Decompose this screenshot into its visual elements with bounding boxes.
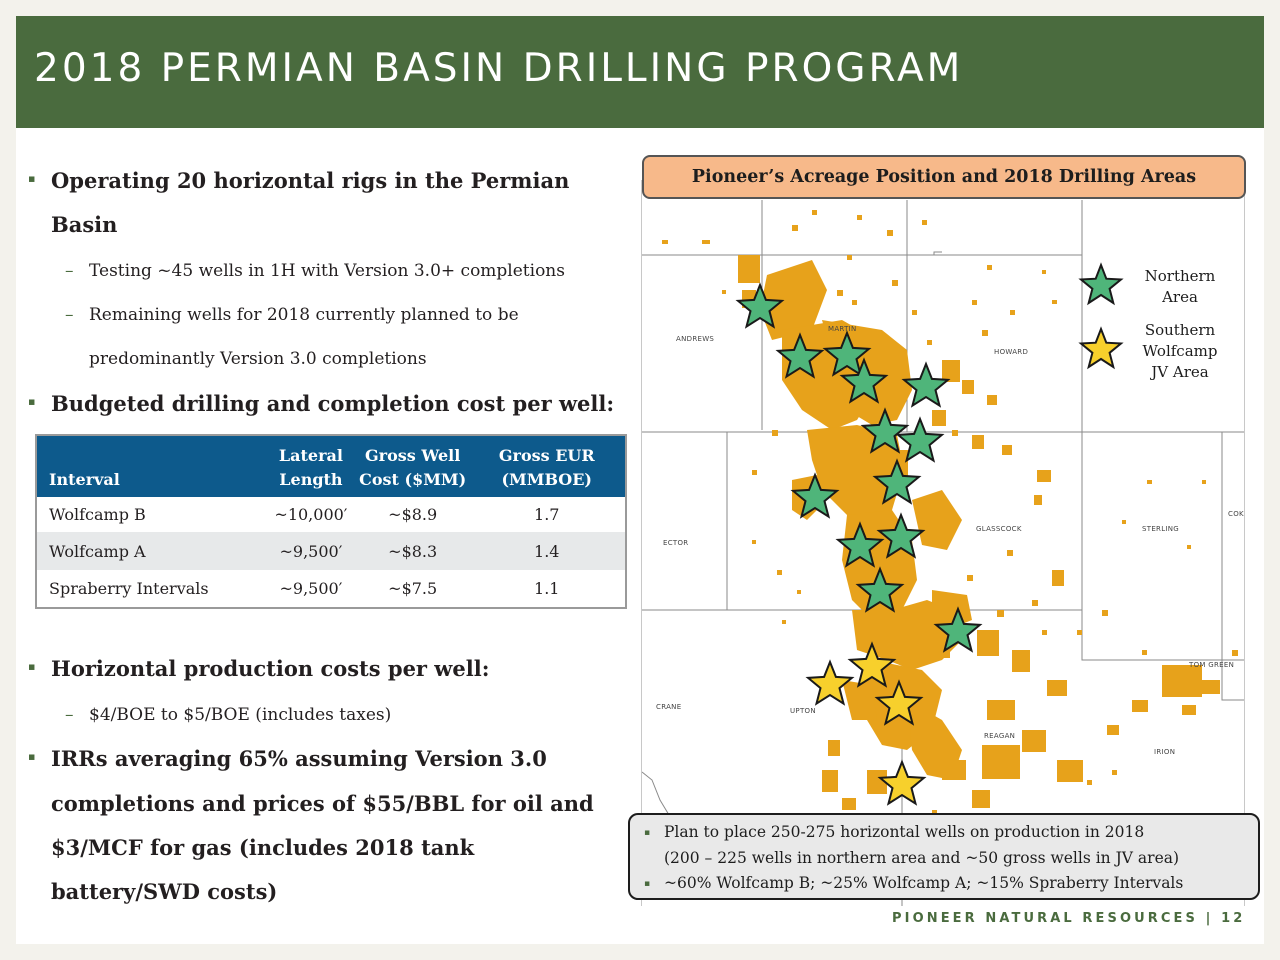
county-label: ECTOR (663, 539, 689, 547)
county-label: ANDREWS (676, 335, 715, 343)
table-row: Wolfcamp A ~9,500′ ~$8.3 1.4 (36, 532, 626, 570)
county-label: GLASSCOCK (976, 525, 1022, 533)
bullet-text: Basin (51, 212, 118, 237)
jv-area-star-icon (805, 659, 855, 706)
cell-interval: Spraberry Intervals (49, 579, 209, 598)
northern-area-star-icon (735, 282, 785, 329)
northern-area-star-icon (860, 407, 910, 454)
jv-area-star-icon (877, 759, 927, 806)
sub-bullet-dash: – (65, 305, 74, 325)
northern-area-star-icon (1078, 262, 1124, 306)
northern-area-star-icon (775, 332, 825, 379)
cell-interval: Wolfcamp A (49, 541, 146, 561)
table-row: Wolfcamp B ~10,000′ ~$8.9 1.7 (36, 497, 626, 532)
note-bullet: ▪ (644, 879, 651, 889)
county-label: HOWARD (994, 348, 1029, 356)
bullet-marker: ▪ (28, 395, 36, 408)
cell-eur: 1.7 (534, 505, 560, 524)
county-label: TOM GREEN (1189, 661, 1235, 669)
cell-lateral: ~9,500′ (279, 541, 343, 561)
bullet-cost: Budgeted drilling and completion cost pe… (51, 391, 615, 416)
cell-interval: Wolfcamp B (49, 505, 146, 524)
jv-area-star-icon (847, 641, 897, 688)
county-label: MARTIN (828, 325, 857, 333)
county-borders (642, 200, 1244, 906)
northern-area-star-icon (790, 472, 840, 519)
bullet-irr: IRRs averaging 65% assuming Version 3.0 (51, 746, 547, 771)
sub-bullet-remaining: Remaining wells for 2018 currently plann… (89, 305, 519, 325)
jv-area-star-icon (874, 679, 924, 726)
sub-bullet-dash: – (65, 705, 74, 725)
sub-bullet-boe: $4/BOE to $5/BOE (includes taxes) (89, 705, 392, 725)
cell-lateral: ~10,000′ (274, 505, 348, 524)
col-header-interval: Interval (49, 470, 120, 489)
cell-cost: ~$8.9 (388, 505, 438, 524)
cell-eur: 1.1 (534, 579, 560, 598)
bullet-text: Operating 20 horizontal rigs in the Perm… (51, 168, 570, 193)
col-header-lateral: Lateral Length (278, 446, 343, 489)
sub-bullet-dash: – (65, 261, 74, 281)
table-row: Spraberry Intervals ~9,500′ ~$7.5 1.1 (36, 570, 626, 608)
note-bullet: ▪ (644, 828, 651, 838)
cost-table: Interval Lateral Length Gross Well Cost ($… (35, 434, 627, 609)
northern-area-star-icon (895, 416, 945, 463)
cell-lateral: ~9,500′ (279, 579, 343, 598)
northern-area-star-icon (839, 357, 889, 404)
bullet-irr-cont: $3/MCF for gas (includes 2018 tank (51, 835, 475, 860)
northern-area-star-icon (855, 566, 905, 613)
bullet-marker: ▪ (28, 750, 36, 763)
bullet-irr-cont: completions and prices of $55/BBL for oi… (51, 791, 594, 816)
sub-bullet-remaining-cont: predominantly Version 3.0 completions (89, 349, 427, 369)
col-header-cost: Gross Well Cost ($MM) (359, 446, 467, 489)
county-label: IRION (1154, 748, 1176, 756)
bullet-marker: ▪ (28, 660, 36, 673)
jv-area-star-icon (1078, 326, 1124, 370)
legend-northern: Northern Area (1144, 267, 1216, 306)
county-label: UPTON (790, 707, 816, 715)
drilling-area-stars (735, 282, 983, 806)
county-label: REAGAN (984, 732, 1016, 740)
table-header-row: Interval Lateral Length Gross Well Cost ($… (36, 435, 626, 497)
cell-cost: ~$8.3 (388, 541, 438, 561)
legend-jv: Southern Wolfcamp JV Area (1142, 321, 1218, 381)
footer-brand: PIONEER NATURAL RESOURCES | 12 (892, 911, 1246, 926)
county-label: CRANE (656, 703, 682, 711)
northern-area-star-icon (876, 512, 926, 559)
title-bar: 2018 PERMIAN BASIN DRILLING PROGRAM (16, 16, 1264, 128)
note-line-plan: Plan to place 250-275 horizontal wells o… (664, 823, 1145, 841)
slide-title: 2018 PERMIAN BASIN DRILLING PROGRAM (34, 46, 964, 91)
northern-area-star-icon (835, 521, 885, 568)
bullet-irr-cont: battery/SWD costs) (51, 879, 278, 904)
note-line-split: (200 – 225 wells in northern area and ~5… (664, 849, 1180, 867)
acreage-map: ANDREWS MARTIN HOWARD ECTOR GLASSCOCK ST… (641, 180, 1245, 906)
sub-bullet-testing: Testing ~45 wells in 1H with Version 3.0… (89, 261, 565, 281)
bullet-marker: ▪ (28, 172, 36, 185)
northern-area-star-icon (933, 606, 983, 653)
cell-eur: 1.4 (534, 541, 560, 561)
map-heading: Pioneer’s Acreage Position and 2018 Dril… (642, 155, 1246, 199)
northern-area-star-icon (872, 458, 922, 505)
bullet-production-costs: Horizontal production costs per well: (51, 656, 490, 681)
drilling-notes-box: ▪ Plan to place 250-275 horizontal wells… (628, 813, 1260, 900)
northern-area-star-icon (822, 330, 872, 377)
northern-area-star-icon (901, 361, 951, 408)
county-label: COKE (1228, 510, 1244, 518)
col-header-eur: Gross EUR (MMBOE) (498, 446, 595, 489)
county-label: STERLING (1142, 525, 1180, 533)
note-line-intervals: ~60% Wolfcamp B; ~25% Wolfcamp A; ~15% S… (664, 874, 1184, 892)
cell-cost: ~$7.5 (388, 579, 438, 598)
